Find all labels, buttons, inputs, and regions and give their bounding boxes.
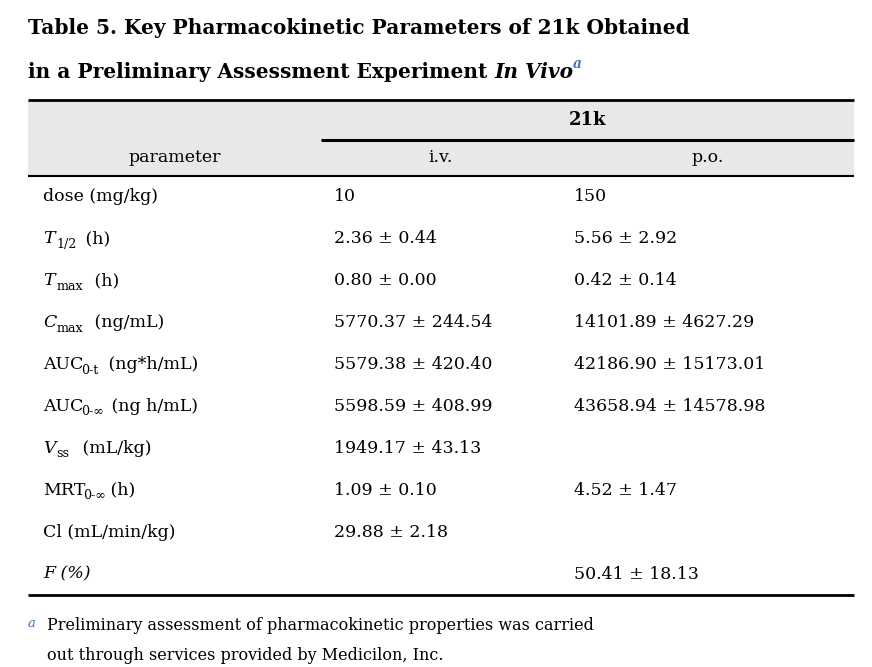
Text: (ng/mL): (ng/mL) — [89, 314, 164, 331]
Text: 5770.37 ± 244.54: 5770.37 ± 244.54 — [334, 314, 493, 331]
Text: 1949.17 ± 43.13: 1949.17 ± 43.13 — [334, 440, 481, 457]
Text: 1/2: 1/2 — [57, 238, 77, 251]
Text: Preliminary assessment of pharmacokinetic properties was carried: Preliminary assessment of pharmacokineti… — [47, 617, 594, 634]
Text: 0-∞: 0-∞ — [81, 406, 105, 418]
Bar — [28, 100, 854, 176]
Text: ss: ss — [56, 448, 69, 460]
Text: parameter: parameter — [128, 149, 221, 167]
Text: out through services provided by Medicilon, Inc.: out through services provided by Medicil… — [47, 647, 444, 664]
Text: T: T — [43, 230, 55, 247]
Text: max: max — [57, 279, 83, 293]
Text: 5579.38 ± 420.40: 5579.38 ± 420.40 — [334, 356, 493, 373]
Text: Cl (mL/min/kg): Cl (mL/min/kg) — [43, 524, 175, 541]
Text: 2.36 ± 0.44: 2.36 ± 0.44 — [334, 230, 437, 247]
Text: p.o.: p.o. — [691, 149, 724, 167]
Text: (h): (h) — [105, 482, 135, 499]
Text: (h): (h) — [80, 230, 110, 247]
Text: 1.09 ± 0.10: 1.09 ± 0.10 — [334, 482, 437, 499]
Text: (mL/kg): (mL/kg) — [77, 440, 152, 457]
Text: 10: 10 — [334, 189, 357, 205]
Text: Table 5. Key Pharmacokinetic Parameters of 21k Obtained: Table 5. Key Pharmacokinetic Parameters … — [28, 18, 690, 38]
Text: AUC: AUC — [43, 356, 84, 373]
Text: 14101.89 ± 4627.29: 14101.89 ± 4627.29 — [574, 314, 754, 331]
Text: 0.80 ± 0.00: 0.80 ± 0.00 — [334, 272, 437, 289]
Text: 0.42 ± 0.14: 0.42 ± 0.14 — [574, 272, 677, 289]
Text: 5598.59 ± 408.99: 5598.59 ± 408.99 — [334, 398, 493, 415]
Text: 43658.94 ± 14578.98: 43658.94 ± 14578.98 — [574, 398, 765, 415]
Text: In Vivo: In Vivo — [494, 62, 573, 82]
Text: 29.88 ± 2.18: 29.88 ± 2.18 — [334, 524, 448, 541]
Text: (ng h/mL): (ng h/mL) — [106, 398, 198, 415]
Text: 5.56 ± 2.92: 5.56 ± 2.92 — [574, 230, 677, 247]
Text: a: a — [573, 57, 582, 71]
Text: AUC: AUC — [43, 398, 84, 415]
Text: i.v.: i.v. — [429, 149, 453, 167]
Text: T: T — [43, 272, 55, 289]
Text: 21k: 21k — [569, 111, 606, 129]
Text: MRT: MRT — [43, 482, 85, 499]
Text: (ng*h/mL): (ng*h/mL) — [103, 356, 198, 373]
Text: 150: 150 — [574, 189, 607, 205]
Text: max: max — [57, 321, 83, 335]
Text: V: V — [43, 440, 56, 457]
Text: in a Preliminary Assessment Experiment: in a Preliminary Assessment Experiment — [28, 62, 494, 82]
Text: 4.52 ± 1.47: 4.52 ± 1.47 — [574, 482, 677, 499]
Text: 50.41 ± 18.13: 50.41 ± 18.13 — [574, 566, 698, 582]
Text: a: a — [28, 617, 36, 630]
Text: 0-t: 0-t — [81, 364, 99, 377]
Text: dose (mg/kg): dose (mg/kg) — [43, 189, 158, 205]
Text: C: C — [43, 314, 57, 331]
Text: 0-∞: 0-∞ — [83, 490, 106, 502]
Text: F (%): F (%) — [43, 566, 91, 582]
Text: 42186.90 ± 15173.01: 42186.90 ± 15173.01 — [574, 356, 765, 373]
Text: (h): (h) — [89, 272, 119, 289]
